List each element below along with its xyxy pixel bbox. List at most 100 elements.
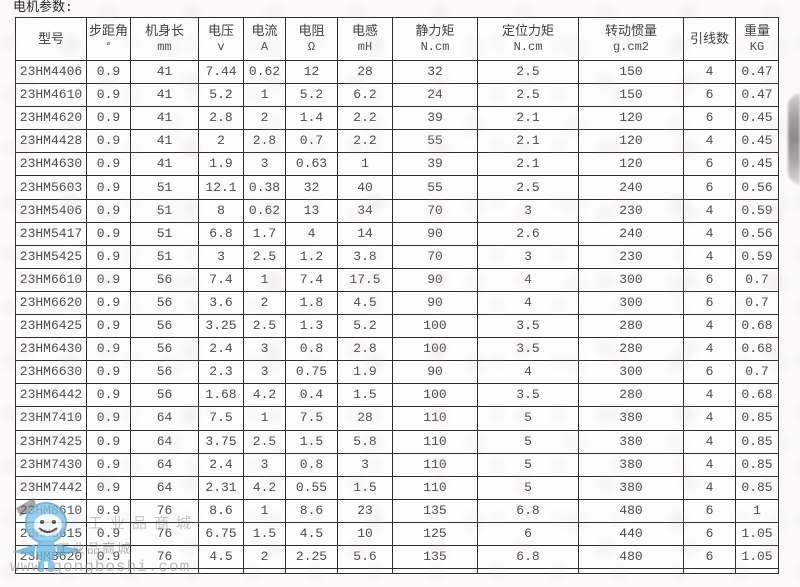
value-cell: 3.5: [477, 337, 579, 362]
model-cell: 23HM6610: [15, 267, 87, 292]
model-cell: 23HM7430: [15, 452, 87, 477]
value-cell: 0.9: [86, 244, 131, 269]
column-header-label: 静力矩: [415, 24, 455, 39]
table-row: 23HM4610 0.9 41 5.2 1 5.2 6.2 24 2.5 150 6 0.47: [15, 83, 779, 108]
table-row: 23HM7425 0.9 64 3.75 2.5 1.5 5.8 110 5 380 4 0.85: [15, 429, 779, 454]
column-header-unit: g.cm2: [612, 40, 649, 54]
column-header: 电感 mH: [337, 17, 393, 61]
value-cell: 2.6: [477, 221, 579, 246]
value-cell: 6: [683, 106, 736, 131]
value-cell: 2.5: [477, 59, 579, 85]
value-cell: 6: [683, 360, 736, 385]
value-cell: 28: [337, 59, 393, 85]
value-cell: 1.05: [735, 521, 779, 546]
value-cell: 3.8: [337, 244, 393, 269]
value-cell: 0.9: [86, 59, 131, 85]
column-header: 机身长 mm: [130, 17, 199, 61]
value-cell: 0.63: [285, 152, 338, 177]
value-cell: 0.9: [86, 475, 131, 500]
value-cell: 0.45: [735, 152, 779, 177]
value-cell: 0.68: [735, 337, 779, 362]
column-header: 电阻 Ω: [285, 17, 338, 61]
value-cell: 41: [130, 59, 199, 85]
value-cell: [285, 568, 338, 575]
value-cell: 70: [392, 198, 478, 223]
value-cell: 1.8: [285, 290, 338, 316]
table-row: 23HM5425 0.9 51 3 2.5 1.2 3.8 70 3 230 4 0.59: [15, 244, 779, 269]
value-cell: 2.5: [477, 83, 579, 108]
value-cell: 0.47: [735, 59, 779, 85]
value-cell: 0.68: [735, 314, 779, 339]
table-header-row: 型号 步距角 ° 机身长 mm 电压 v 电流 A 电阻 Ω 电感 mH 静力矩 N.cm 定位力矩 N.cm 转…: [15, 17, 779, 61]
value-cell: 51: [130, 198, 199, 223]
value-cell: 0.9: [86, 360, 131, 385]
value-cell: 6.2: [337, 83, 393, 108]
value-cell: [477, 568, 579, 575]
table-row: 23HM6610 0.9 56 7.4 1 7.4 17.5 90 4 300 6 0.7: [15, 267, 779, 292]
value-cell: 280: [578, 337, 684, 362]
value-cell: 4: [285, 221, 338, 246]
value-cell: 5.8: [337, 429, 393, 454]
watermark-site-name: 工业品商城: [57, 542, 133, 557]
value-cell: 40: [337, 175, 393, 200]
value-cell: 4: [683, 337, 736, 362]
model-cell: 23HM6425: [15, 314, 87, 339]
table-row: 23HM4428 0.9 41 2 2.8 0.7 2.2 55 2.1 120 4 0.45: [15, 129, 779, 154]
model-cell: 23HM5417: [15, 221, 87, 246]
value-cell: 17.5: [337, 267, 393, 292]
value-cell: 56: [130, 360, 199, 385]
value-cell: 5: [477, 406, 579, 431]
column-header: 引线数: [683, 17, 736, 61]
value-cell: 0.85: [735, 429, 779, 454]
value-cell: [198, 568, 244, 575]
value-cell: 6.75: [198, 521, 244, 546]
value-cell: 0.85: [735, 452, 779, 477]
value-cell: 28: [337, 406, 393, 431]
column-header: 静力矩 N.cm: [392, 17, 478, 61]
column-header-label: 电压: [207, 24, 234, 39]
table-row: 23HM5417 0.9 51 6.8 1.7 4 14 90 2.6 240 4 0.56: [15, 221, 779, 246]
value-cell: 2.5: [477, 175, 579, 200]
value-cell: 32: [285, 175, 338, 200]
column-header: 型号: [15, 17, 87, 61]
value-cell: 10: [337, 521, 393, 546]
model-cell: 23HM6442: [15, 383, 87, 408]
value-cell: 6: [683, 521, 736, 546]
table-row: 23HM5406 0.9 51 8 0.62 13 34 70 3 230 4 0.59: [15, 198, 779, 223]
value-cell: 110: [392, 429, 478, 454]
value-cell: 0.9: [86, 521, 131, 546]
value-cell: 0.45: [735, 106, 779, 131]
value-cell: 0.7: [735, 290, 779, 316]
value-cell: 2.4: [198, 337, 244, 362]
value-cell: 0.9: [86, 290, 131, 316]
value-cell: 56: [130, 337, 199, 362]
value-cell: 1.9: [337, 360, 393, 385]
value-cell: 4: [477, 360, 579, 385]
value-cell: 41: [130, 83, 199, 108]
value-cell: 2: [198, 129, 244, 154]
column-header-unit: mH: [357, 40, 373, 54]
value-cell: 240: [578, 221, 684, 246]
value-cell: 0.9: [86, 498, 131, 523]
column-header-unit: A: [260, 40, 269, 54]
value-cell: 440: [578, 521, 684, 546]
value-cell: 76: [130, 544, 199, 570]
value-cell: 2: [243, 106, 286, 131]
value-cell: 3: [477, 198, 579, 223]
value-cell: 64: [130, 475, 199, 500]
value-cell: 0.59: [735, 198, 779, 223]
value-cell: 300: [578, 360, 684, 385]
value-cell: 1.5: [337, 475, 393, 500]
value-cell: 380: [578, 452, 684, 477]
column-header-label: 步距角: [88, 24, 128, 39]
table-row: 23HM5603 0.9 51 12.1 0.38 32 40 55 2.5 240 6 0.56: [15, 175, 779, 200]
value-cell: 6: [683, 152, 736, 177]
value-cell: 2.31: [198, 475, 244, 500]
model-cell: 23HM4610: [15, 83, 87, 108]
value-cell: 5: [477, 452, 579, 477]
value-cell: 56: [130, 314, 199, 339]
value-cell: 120: [578, 152, 684, 177]
value-cell: 230: [578, 198, 684, 223]
model-cell: 23HM7442: [15, 475, 87, 500]
